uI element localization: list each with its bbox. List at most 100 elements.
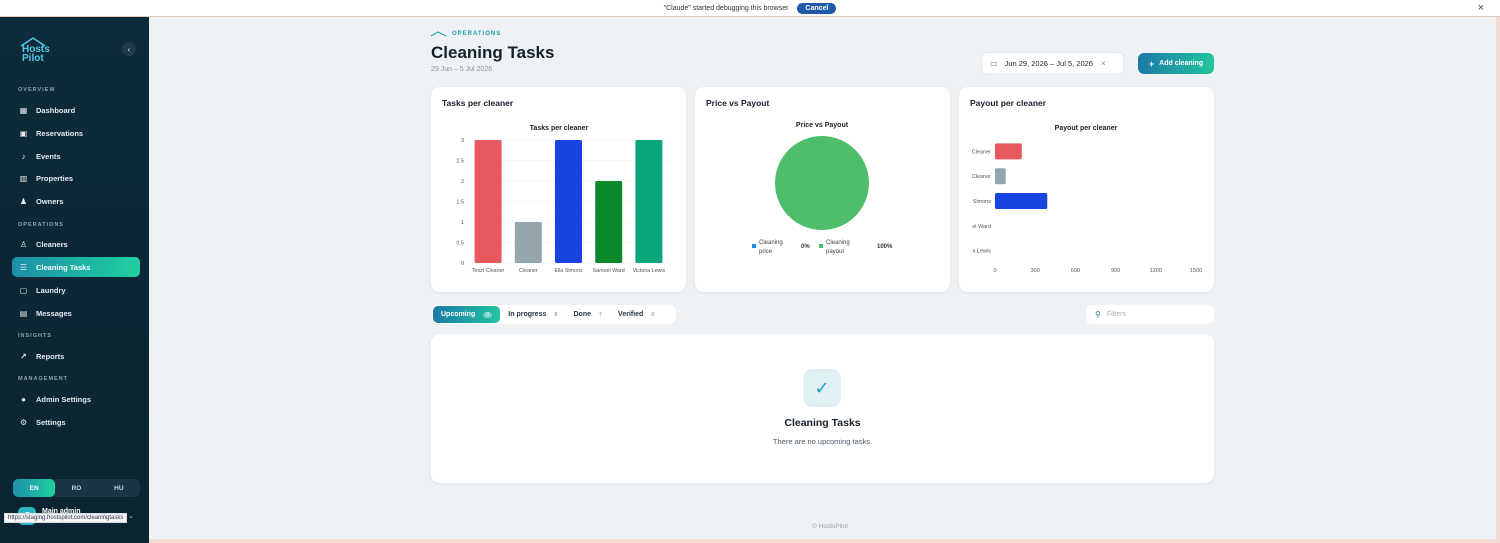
- admin-icon: ●: [21, 394, 26, 404]
- bell-icon: ♪: [21, 151, 26, 161]
- card-title: Payout per cleaner: [970, 98, 1047, 108]
- sidebar-item-label: Settings: [36, 417, 66, 427]
- x-tick-label: 600: [1071, 268, 1080, 274]
- sidebar-item-messages[interactable]: ▤ Messages: [12, 303, 140, 323]
- sidebar-item-label: Admin Settings: [36, 394, 92, 404]
- search-icon: ⚲: [1095, 310, 1101, 319]
- hostspilot-logo[interactable]: Hosts Pilot: [20, 37, 50, 64]
- x-tick-label: 1200: [1150, 268, 1162, 274]
- sidebar-item-reports[interactable]: ↗ Reports: [12, 346, 140, 366]
- grid-icon: ▦: [19, 105, 28, 115]
- filters-input[interactable]: ⚲ Filters: [1086, 305, 1214, 324]
- collapse-sidebar-button[interactable]: ‹: [122, 42, 136, 56]
- sidebar-item-cleaning-tasks[interactable]: ☰ Cleaning Tasks: [12, 257, 140, 277]
- price-vs-payout-chart: Price vs Payout Cleaning price 0% Cleaning pa…: [752, 122, 893, 255]
- sidebar-item-label: Messages: [36, 308, 72, 318]
- sidebar-item-label: Reports: [36, 351, 65, 361]
- logo-line-2: Pilot: [22, 53, 44, 64]
- bar: [995, 168, 1006, 185]
- date-range-value: Jun 29, 2026 – Jul 5, 2026: [1004, 59, 1093, 68]
- tab-verified[interactable]: Verified 0: [610, 306, 662, 323]
- tab-in-progress[interactable]: In progress 8: [500, 306, 565, 323]
- status-bar-url: https://staging.hostspilot.com/cleaningt…: [4, 513, 128, 523]
- sidebar-item-label: Properties: [36, 173, 74, 183]
- legend-percent: 100%: [877, 244, 893, 250]
- sidebar-item-reservations[interactable]: ▣ Reservations: [12, 123, 140, 143]
- bar: [995, 143, 1022, 160]
- y-tick-label: 1: [461, 220, 464, 226]
- add-cleaning-label: Add cleaning: [1159, 60, 1204, 67]
- sidebar-item-label: Laundry: [36, 285, 66, 295]
- y-tick-label: Simons: [973, 199, 992, 205]
- legend-label: Cleaning price: [759, 240, 783, 255]
- logo-line-1: Hosts: [22, 44, 50, 55]
- calendar-icon: ▣: [19, 128, 28, 138]
- tab-count: 7: [598, 311, 603, 318]
- page-subtitle: 29 Jun – 5 Jul 2026: [431, 66, 493, 73]
- sidebar-item-events[interactable]: ♪ Events: [12, 146, 140, 166]
- x-tick-label: Cleaner: [519, 268, 538, 274]
- plus-icon: +: [1148, 58, 1155, 69]
- empty-state-message: There are no upcoming tasks.: [772, 437, 873, 446]
- section-insights: INSIGHTS: [18, 333, 52, 339]
- legend-swatch: [819, 244, 823, 248]
- people-icon: ♟: [19, 196, 28, 206]
- sidebar-item-laundry[interactable]: ▢ Laundry: [12, 280, 140, 300]
- bar: [474, 140, 502, 263]
- chart-title: Price vs Payout: [796, 122, 849, 129]
- page-title: Cleaning Tasks: [431, 43, 555, 62]
- chevron-down-icon[interactable]: ⌄: [128, 513, 134, 520]
- building-icon: ▥: [19, 173, 28, 183]
- task-status-tabs: Upcoming 0 In progress 8 Done 7 Verified 0: [432, 305, 676, 324]
- lang-en-button[interactable]: EN: [13, 479, 56, 497]
- cancel-debugging-button[interactable]: Cancel: [797, 2, 837, 14]
- bar: [995, 193, 1048, 209]
- x-tick-label: 0: [993, 268, 996, 274]
- tab-count: 0: [651, 311, 655, 318]
- check-icon: ✓: [803, 369, 841, 407]
- tasks-per-cleaner-card: Tasks per cleaner Tasks per cleaner 0 0.5 1…: [431, 87, 686, 292]
- sidebar-item-properties[interactable]: ▥ Properties: [12, 168, 140, 188]
- empty-state-title: Cleaning Tasks: [784, 417, 861, 429]
- clear-date-icon[interactable]: ×: [1100, 59, 1106, 68]
- language-switcher: EN RO HU: [13, 479, 140, 497]
- lang-ro-button[interactable]: RO: [71, 484, 82, 492]
- sidebar-item-owners[interactable]: ♟ Owners: [12, 191, 140, 211]
- footer-copyright: © HostsPilot: [812, 523, 848, 530]
- calendar-icon: ▭: [990, 59, 998, 68]
- sidebar: Hosts Pilot ‹ OVERVIEW ▦ Dashboard ▣ Reserv…: [0, 17, 149, 543]
- bar: [514, 222, 542, 263]
- tab-done[interactable]: Done 7: [565, 306, 610, 323]
- tasks-icon: ☰: [19, 262, 28, 272]
- user-name: Main admin: [42, 508, 81, 515]
- cleaner-icon: ♙: [19, 239, 28, 249]
- sidebar-item-admin-settings[interactable]: ● Admin Settings: [12, 389, 140, 409]
- sidebar-item-label: Dashboard: [36, 105, 76, 115]
- sidebar-item-cleaners[interactable]: ♙ Cleaners: [12, 234, 140, 254]
- y-tick-label: 1.5: [456, 200, 464, 206]
- x-tick-label: Ella Simons: [555, 268, 583, 274]
- y-tick-label: 2: [461, 179, 464, 185]
- bar: [555, 140, 582, 263]
- sidebar-item-dashboard[interactable]: ▦ Dashboard: [12, 100, 140, 120]
- y-tick-label: el Ward: [972, 224, 991, 230]
- y-tick-label: a Lewis: [972, 249, 991, 255]
- price-vs-payout-card: Price vs Payout Price vs Payout Cleaning p…: [695, 87, 950, 292]
- y-tick-label: 0.5: [456, 241, 464, 247]
- y-tick-label: Cleaner: [972, 149, 991, 155]
- tab-count: 8: [554, 311, 558, 318]
- legend-label: Cleaning payout: [826, 240, 850, 255]
- add-cleaning-button[interactable]: + Add cleaning: [1138, 53, 1214, 74]
- x-tick-label: Victoria Lewis: [633, 268, 666, 274]
- card-title: Price vs Payout: [706, 98, 770, 108]
- x-tick-label: 300: [1031, 268, 1040, 274]
- section-operations: OPERATIONS: [18, 222, 64, 228]
- tab-upcoming[interactable]: Upcoming 0: [433, 306, 501, 323]
- sidebar-item-settings[interactable]: ⚙ Settings: [12, 412, 140, 432]
- lang-hu-button[interactable]: HU: [114, 484, 124, 492]
- date-range-picker[interactable]: ▭ Jun 29, 2026 – Jul 5, 2026 ×: [981, 52, 1124, 75]
- y-tick-label: 2.5: [456, 159, 464, 165]
- bar: [635, 140, 663, 263]
- pie-slice: [775, 136, 869, 230]
- close-banner-icon[interactable]: ×: [1477, 2, 1484, 14]
